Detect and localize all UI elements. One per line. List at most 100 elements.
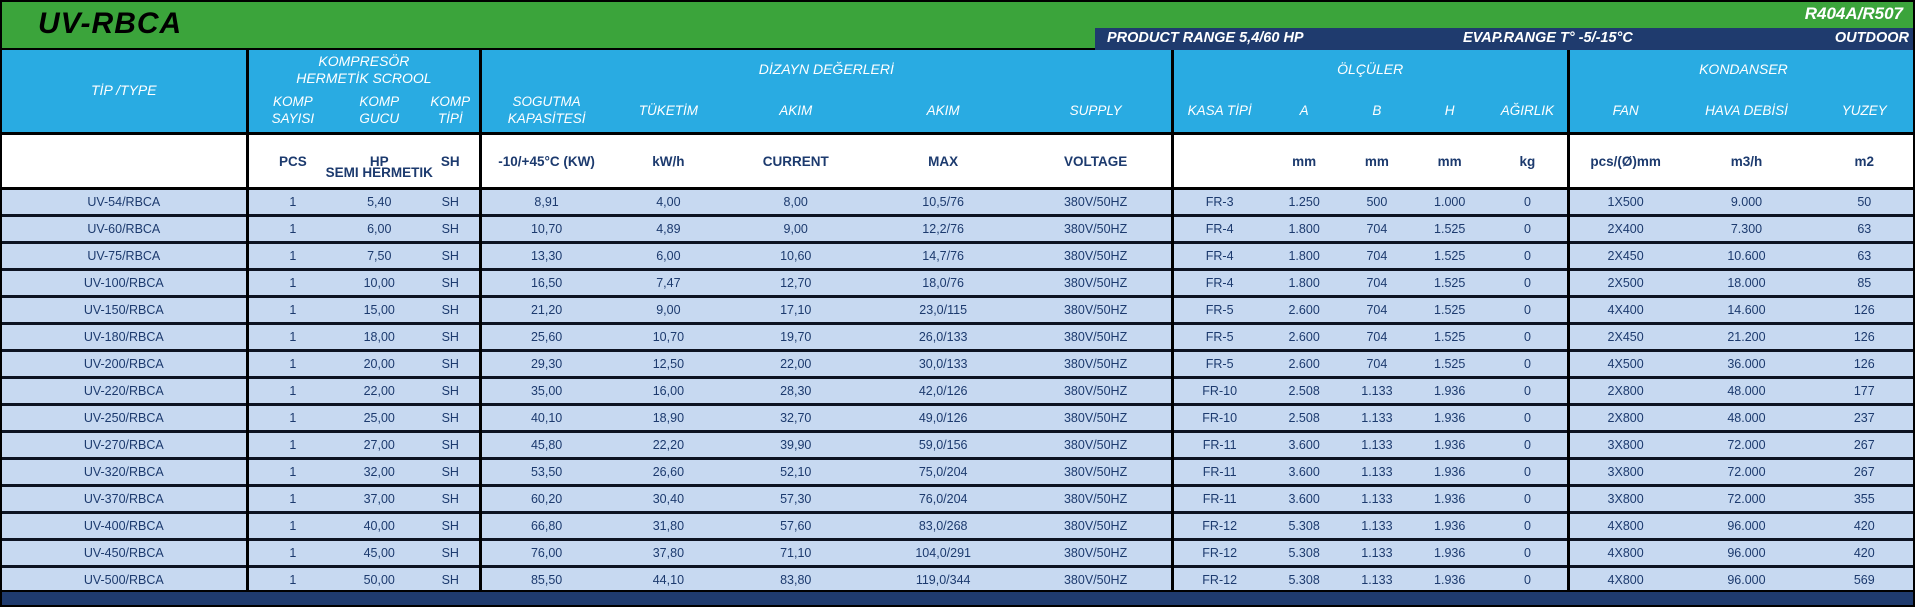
cell-supply: 380V/50HZ xyxy=(1020,538,1174,567)
cell-yuzey: 267 xyxy=(1811,457,1913,486)
cell-b: 1.133 xyxy=(1342,403,1412,432)
cell-fan: 2X450 xyxy=(1568,322,1682,351)
cell-akim-max: 76,0/204 xyxy=(865,484,1021,513)
cell-komp-tipi: SH xyxy=(421,484,483,513)
cell-sogutma-kapasitesi: 66,80 xyxy=(480,511,611,540)
semi-hermetik-label: SEMI HERMETIK xyxy=(325,165,433,180)
cell-type: UV-370/RBCA xyxy=(2,484,249,513)
cell-akim-current: 32,70 xyxy=(725,403,866,432)
unit-current: CURRENT xyxy=(725,133,866,190)
cell-supply: 380V/50HZ xyxy=(1020,241,1174,270)
cell-a: 2.600 xyxy=(1265,349,1343,378)
col-header-akim-max: AKIM xyxy=(865,90,1021,135)
cell-komp-gucu: 20,00 xyxy=(337,349,422,378)
cell-fan: 4X800 xyxy=(1568,538,1682,567)
cell-h: 1.936 xyxy=(1411,376,1488,405)
cell-h: 1.936 xyxy=(1411,511,1488,540)
cell-a: 1.800 xyxy=(1265,214,1343,243)
cell-komp-tipi: SH xyxy=(421,214,483,243)
cell-yuzey: 267 xyxy=(1811,430,1913,459)
cell-a: 3.600 xyxy=(1265,457,1343,486)
cell-b: 1.133 xyxy=(1342,430,1412,459)
spec-table-header: TİP /TYPE KOMPRESÖR HERMETİK SCROOL DİZA… xyxy=(2,50,1913,190)
cell-fan: 3X800 xyxy=(1568,457,1682,486)
cell-h: 1.525 xyxy=(1411,268,1488,297)
cell-supply: 380V/50HZ xyxy=(1020,188,1174,216)
refrigerant-label: R404A/R507 xyxy=(1804,4,1903,23)
col-header-agirlik: AĞIRLIK xyxy=(1487,90,1570,135)
cell-kasa-tipi: FR-3 xyxy=(1172,188,1266,216)
cell-sogutma-kapasitesi: 10,70 xyxy=(480,214,611,243)
cell-b: 1.133 xyxy=(1342,457,1412,486)
cell-komp-gucu: 15,00 xyxy=(337,295,422,324)
cell-sogutma-kapasitesi: 85,50 xyxy=(480,565,611,592)
cell-a: 2.508 xyxy=(1265,376,1343,405)
cell-komp-sayisi: 1 xyxy=(247,268,338,297)
cell-hava-debisi: 18.000 xyxy=(1681,268,1812,297)
col-header-a: A xyxy=(1265,90,1343,135)
cell-supply: 380V/50HZ xyxy=(1020,376,1174,405)
cell-tuketim: 7,47 xyxy=(610,268,726,297)
cell-fan: 4X800 xyxy=(1568,511,1682,540)
cell-fan: 2X500 xyxy=(1568,268,1682,297)
cell-komp-tipi: SH xyxy=(421,565,483,592)
cell-hava-debisi: 96.000 xyxy=(1681,565,1812,592)
cell-agirlik: 0 xyxy=(1487,322,1570,351)
cell-type: UV-220/RBCA xyxy=(2,376,249,405)
cell-akim-max: 30,0/133 xyxy=(865,349,1021,378)
cell-akim-current: 8,00 xyxy=(725,188,866,216)
cell-sogutma-kapasitesi: 45,80 xyxy=(480,430,611,459)
cell-hava-debisi: 48.000 xyxy=(1681,376,1812,405)
unit-mm-b: mm xyxy=(1342,133,1412,190)
table-row: UV-220/RBCA 1 22,00 SH 35,00 16,00 28,30 42,0/1… xyxy=(2,376,1913,405)
table-row: UV-500/RBCA 1 50,00 SH 85,50 44,10 83,80 119,0/… xyxy=(2,565,1913,592)
cell-komp-tipi: SH xyxy=(421,403,483,432)
unit-max: MAX xyxy=(865,133,1021,190)
unit-m2: m2 xyxy=(1811,133,1913,190)
cell-a: 3.600 xyxy=(1265,484,1343,513)
cell-tuketim: 22,20 xyxy=(610,430,726,459)
cell-akim-current: 12,70 xyxy=(725,268,866,297)
cell-komp-sayisi: 1 xyxy=(247,295,338,324)
cell-h: 1.525 xyxy=(1411,349,1488,378)
table-row: UV-100/RBCA 1 10,00 SH 16,50 7,47 12,70 18,0/76… xyxy=(2,268,1913,297)
cell-komp-gucu: 32,00 xyxy=(337,457,422,486)
cell-komp-gucu: 7,50 xyxy=(337,241,422,270)
cell-kasa-tipi: FR-4 xyxy=(1172,214,1266,243)
cell-tuketim: 31,80 xyxy=(610,511,726,540)
table-row: UV-270/RBCA 1 27,00 SH 45,80 22,20 39,90 59,0/1… xyxy=(2,430,1913,459)
cell-sogutma-kapasitesi: 13,30 xyxy=(480,241,611,270)
evap-range-label: EVAP.RANGE T° -5/-15°C xyxy=(1463,30,1633,46)
col-header-supply: SUPPLY xyxy=(1020,90,1174,135)
cell-komp-sayisi: 1 xyxy=(247,403,338,432)
cell-yuzey: 420 xyxy=(1811,538,1913,567)
outdoor-label: OUTDOOR xyxy=(1834,30,1909,46)
cell-tuketim: 9,00 xyxy=(610,295,726,324)
cell-akim-current: 28,30 xyxy=(725,376,866,405)
cell-komp-gucu: 25,00 xyxy=(337,403,422,432)
cell-yuzey: 237 xyxy=(1811,403,1913,432)
cell-komp-gucu: 45,00 xyxy=(337,538,422,567)
cell-tuketim: 30,40 xyxy=(610,484,726,513)
cell-komp-tipi: SH xyxy=(421,349,483,378)
cell-agirlik: 0 xyxy=(1487,241,1570,270)
cell-komp-sayisi: 1 xyxy=(247,457,338,486)
cell-sogutma-kapasitesi: 8,91 xyxy=(480,188,611,216)
cell-akim-max: 83,0/268 xyxy=(865,511,1021,540)
cell-komp-gucu: 50,00 xyxy=(337,565,422,592)
cell-komp-tipi: SH xyxy=(421,322,483,351)
cell-h: 1.525 xyxy=(1411,241,1488,270)
table-row: UV-150/RBCA 1 15,00 SH 21,20 9,00 17,10 23,0/11… xyxy=(2,295,1913,324)
cell-sogutma-kapasitesi: 16,50 xyxy=(480,268,611,297)
cell-tuketim: 12,50 xyxy=(610,349,726,378)
cell-agirlik: 0 xyxy=(1487,565,1570,592)
cell-fan: 2X450 xyxy=(1568,241,1682,270)
cell-kasa-tipi: FR-11 xyxy=(1172,457,1266,486)
table-row: UV-180/RBCA 1 18,00 SH 25,60 10,70 19,70 26,0/1… xyxy=(2,322,1913,351)
cell-agirlik: 0 xyxy=(1487,511,1570,540)
unit-type xyxy=(2,133,249,190)
unit-kwh: kW/h xyxy=(610,133,726,190)
cell-akim-current: 19,70 xyxy=(725,322,866,351)
cell-type: UV-150/RBCA xyxy=(2,295,249,324)
table-row: UV-60/RBCA 1 6,00 SH 10,70 4,89 9,00 12,2/76 380… xyxy=(2,214,1913,243)
